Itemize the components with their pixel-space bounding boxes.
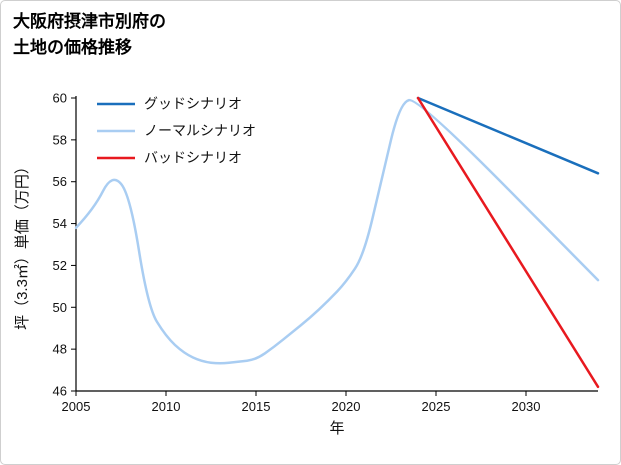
- y-tick-label: 60: [53, 91, 67, 106]
- y-tick-label: 50: [53, 300, 67, 315]
- legend-label-2: バッドシナリオ: [144, 150, 242, 166]
- y-tick-label: 56: [53, 174, 67, 189]
- y-axis-label: 坪（3.3㎡）単価（万円）: [14, 159, 31, 330]
- series-line-1: [74, 98, 600, 365]
- chart-title: 大阪府摂津市別府の 土地の価格推移: [13, 9, 166, 60]
- x-axis-label: 年: [329, 420, 344, 437]
- series-line-2: [416, 96, 600, 389]
- chart-title-line1: 大阪府摂津市別府の: [13, 12, 166, 31]
- legend-label-1: ノーマルシナリオ: [144, 123, 256, 139]
- x-tick-label: 2005: [62, 399, 91, 414]
- x-tick-label: 2020: [332, 399, 361, 414]
- x-tick-label: 2025: [422, 399, 451, 414]
- chart-title-line2: 土地の価格推移: [13, 37, 132, 57]
- x-tick-label: 2015: [242, 399, 271, 414]
- y-tick-label: 46: [53, 384, 67, 399]
- y-tick-label: 48: [53, 342, 67, 357]
- y-tick-label: 58: [53, 132, 67, 147]
- legend-label-0: グッドシナリオ: [144, 96, 242, 112]
- x-tick-label: 2030: [512, 399, 541, 414]
- series-line-0: [416, 96, 600, 175]
- y-tick-label: 52: [53, 258, 67, 273]
- x-tick-label: 2010: [152, 399, 181, 414]
- y-tick-label: 54: [53, 216, 67, 231]
